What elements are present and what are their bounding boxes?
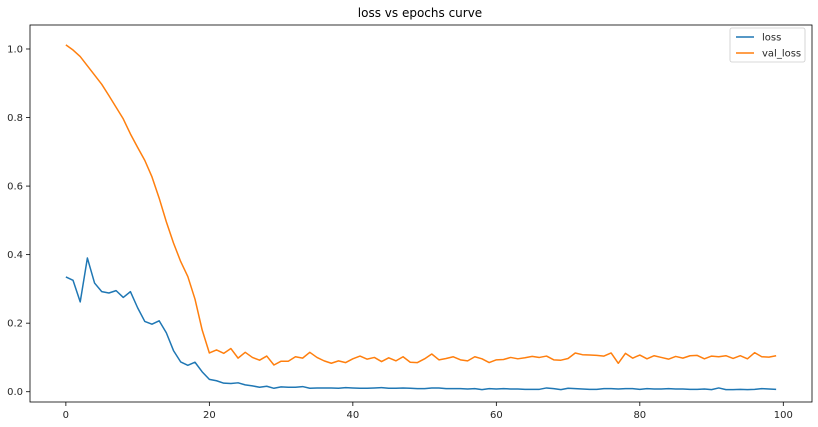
x-tick-label: 100 (774, 410, 793, 421)
series-line-val-loss (65, 44, 777, 366)
y-tick-label: 1.0 (7, 44, 23, 55)
chart-title: loss vs epochs curve (358, 6, 482, 20)
axes: 0 20 40 60 80 100 0.0 0.2 0.4 0.6 0.8 1.0 (7, 24, 813, 421)
plot-area (65, 44, 777, 391)
x-tick-label: 0 (63, 410, 69, 421)
x-tick-label: 40 (346, 410, 359, 421)
x-tick-label: 80 (633, 410, 646, 421)
legend: loss val_loss (729, 27, 806, 63)
y-tick-label: 0.0 (7, 387, 23, 398)
x-tick-label: 60 (490, 410, 503, 421)
y-tick-label: 0.2 (7, 319, 23, 330)
y-tick-label: 0.4 (7, 250, 23, 261)
legend-label-val-loss: val_loss (762, 49, 801, 60)
plot-frame (29, 24, 813, 403)
legend-label-loss: loss (762, 33, 781, 44)
x-tick-label: 20 (203, 410, 216, 421)
series-line-loss (65, 257, 777, 391)
y-tick-label: 0.6 (7, 182, 23, 193)
y-tick-label: 0.8 (7, 113, 23, 124)
